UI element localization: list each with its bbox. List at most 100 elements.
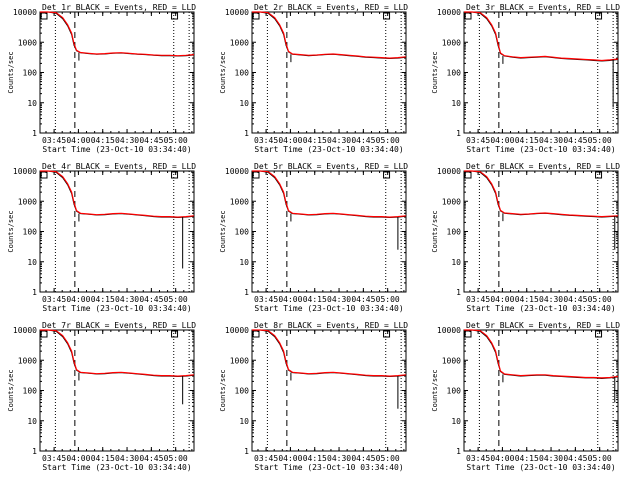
x-tick-label: 04:45 xyxy=(139,136,163,145)
x-tick-label: 03:45 xyxy=(42,136,66,145)
y-tick-label: 1000 xyxy=(442,197,461,206)
x-tick-label: 05:00 xyxy=(164,136,188,145)
x-tick-label: 04:45 xyxy=(351,136,375,145)
x-axis-label: Start Time (23-Oct-10 03:34:40) xyxy=(42,463,191,472)
y-tick-label: 10000 xyxy=(13,167,37,176)
panel-8: Det 8r BLACK = Events, RED = LLD 1 10 100 10… xyxy=(219,321,408,472)
x-tick-label: 03:45 xyxy=(42,295,66,304)
y-tick-label: 100 xyxy=(23,228,38,237)
x-tick-label: 04:00 xyxy=(66,136,90,145)
y-tick-label: 1 xyxy=(456,447,461,456)
x-tick-label: 04:45 xyxy=(139,454,163,463)
panel-title: Det 6r BLACK = Events, RED = LLD xyxy=(466,162,620,171)
x-tick-label: 04:30 xyxy=(115,454,139,463)
x-axis-label: Start Time (23-Oct-10 03:34:40) xyxy=(254,463,403,472)
x-axis-label: Start Time (23-Oct-10 03:34:40) xyxy=(254,304,403,313)
panel-7: Det 7r BLACK = Events, RED = LLD 1 10 100 10… xyxy=(7,321,196,472)
x-tick-label: 03:45 xyxy=(254,295,278,304)
y-tick-label: 1 xyxy=(32,288,37,297)
y-tick-label: 10 xyxy=(27,99,37,108)
y-tick-label: 1000 xyxy=(442,38,461,47)
lld-line xyxy=(464,170,619,218)
y-tick-label: 1 xyxy=(32,447,37,456)
y-tick-label: 1000 xyxy=(230,197,249,206)
square-marker xyxy=(40,330,48,338)
x-tick-label: 03:45 xyxy=(466,454,490,463)
y-tick-label: 1 xyxy=(456,288,461,297)
y-axis-label: Counts/sec xyxy=(431,369,439,411)
plot-frame xyxy=(463,170,619,293)
y-tick-label: 1000 xyxy=(230,38,249,47)
square-marker xyxy=(595,330,603,338)
y-axis-label: Counts/sec xyxy=(431,210,439,252)
x-axis-label: Start Time (23-Oct-10 03:34:40) xyxy=(466,145,615,154)
y-tick-label: 100 xyxy=(235,387,250,396)
y-axis-label: Counts/sec xyxy=(219,369,227,411)
y-tick-label: 100 xyxy=(23,69,38,78)
x-tick-label: 04:00 xyxy=(490,295,514,304)
square-marker xyxy=(171,12,179,20)
y-tick-label: 10000 xyxy=(437,8,461,17)
panel-2: Det 2r BLACK = Events, RED = LLD 1 10 100 10… xyxy=(219,3,408,154)
lld-line xyxy=(40,170,195,218)
panel-3: Det 3r BLACK = Events, RED = LLD 1 10 100 10… xyxy=(431,3,620,154)
lld-line xyxy=(40,11,195,57)
x-tick-label: 04:30 xyxy=(327,136,351,145)
y-tick-label: 1000 xyxy=(18,197,37,206)
plot-frame xyxy=(39,11,195,134)
y-tick-label: 1000 xyxy=(18,38,37,47)
y-axis-label: Counts/sec xyxy=(219,51,227,93)
x-tick-label: 04:45 xyxy=(563,454,587,463)
x-tick-label: 04:30 xyxy=(539,454,563,463)
y-tick-label: 10 xyxy=(27,258,37,267)
x-tick-label: 04:30 xyxy=(327,454,351,463)
y-axis-label: Counts/sec xyxy=(7,210,15,252)
panel-4: Det 4r BLACK = Events, RED = LLD 1 10 100 10… xyxy=(7,162,196,313)
x-tick-label: 04:30 xyxy=(115,136,139,145)
x-tick-label: 04:00 xyxy=(66,454,90,463)
x-tick-label: 04:00 xyxy=(66,295,90,304)
panel-title: Det 9r BLACK = Events, RED = LLD xyxy=(466,321,620,330)
y-tick-label: 100 xyxy=(447,69,462,78)
x-tick-label: 05:00 xyxy=(376,136,400,145)
x-tick-label: 04:45 xyxy=(351,454,375,463)
x-axis-label: Start Time (23-Oct-10 03:34:40) xyxy=(466,463,615,472)
square-marker xyxy=(595,12,603,20)
x-tick-label: 04:00 xyxy=(490,454,514,463)
panel-title: Det 2r BLACK = Events, RED = LLD xyxy=(254,3,408,12)
y-tick-label: 1 xyxy=(32,129,37,138)
x-tick-label: 04:15 xyxy=(515,454,539,463)
y-tick-label: 10000 xyxy=(225,167,249,176)
panel-title: Det 7r BLACK = Events, RED = LLD xyxy=(42,321,196,330)
y-tick-label: 100 xyxy=(235,69,250,78)
y-tick-label: 10000 xyxy=(437,326,461,335)
y-tick-label: 10 xyxy=(239,99,249,108)
square-marker xyxy=(40,171,48,179)
square-marker xyxy=(383,12,391,20)
x-tick-label: 04:30 xyxy=(539,295,563,304)
square-marker xyxy=(383,171,391,179)
y-tick-label: 10 xyxy=(239,417,249,426)
x-tick-label: 05:00 xyxy=(164,295,188,304)
x-tick-label: 03:45 xyxy=(466,136,490,145)
panel-9: Det 9r BLACK = Events, RED = LLD 1 10 100 10… xyxy=(431,321,620,472)
square-marker xyxy=(383,330,391,338)
lld-line xyxy=(252,11,407,59)
lld-line xyxy=(464,11,619,62)
square-marker xyxy=(252,171,260,179)
y-tick-label: 100 xyxy=(447,228,462,237)
x-tick-label: 04:00 xyxy=(490,136,514,145)
x-tick-label: 04:15 xyxy=(303,136,327,145)
y-tick-label: 10 xyxy=(451,99,461,108)
x-tick-label: 04:45 xyxy=(351,295,375,304)
plot-frame xyxy=(251,170,407,293)
x-axis-label: Start Time (23-Oct-10 03:34:40) xyxy=(42,145,191,154)
square-marker xyxy=(595,171,603,179)
y-tick-label: 10000 xyxy=(13,326,37,335)
x-tick-label: 05:00 xyxy=(376,454,400,463)
x-tick-label: 04:00 xyxy=(278,454,302,463)
panel-title: Det 1r BLACK = Events, RED = LLD xyxy=(42,3,196,12)
lld-line xyxy=(252,170,407,218)
x-tick-label: 04:15 xyxy=(91,454,115,463)
x-tick-label: 05:00 xyxy=(588,136,612,145)
